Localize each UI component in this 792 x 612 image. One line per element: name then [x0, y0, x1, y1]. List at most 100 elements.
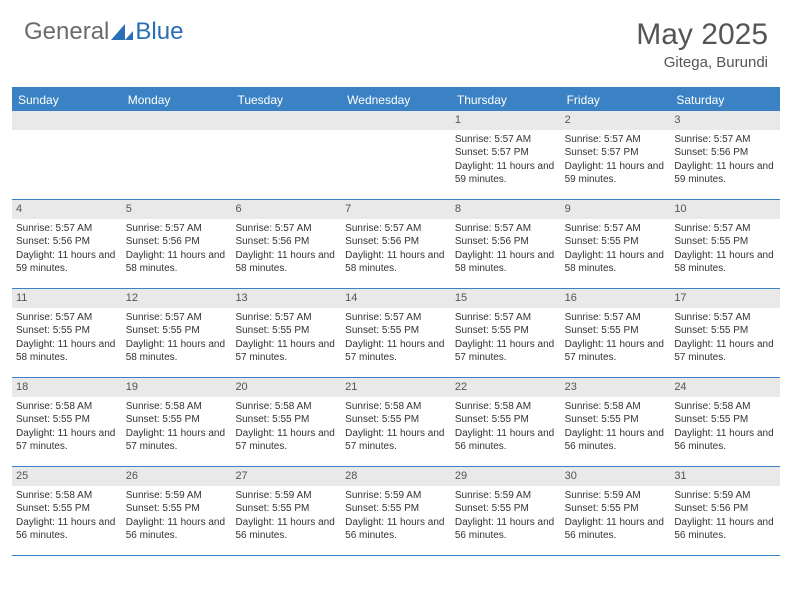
- day-info: Sunrise: 5:58 AMSunset: 5:55 PMDaylight:…: [12, 400, 122, 458]
- day-number: 31: [670, 467, 780, 486]
- day-cell: 27Sunrise: 5:59 AMSunset: 5:55 PMDayligh…: [231, 467, 341, 555]
- daylight-text: Daylight: 11 hours and 56 minutes.: [674, 427, 776, 454]
- sunset-text: Sunset: 5:55 PM: [674, 413, 776, 427]
- day-cell: 2Sunrise: 5:57 AMSunset: 5:57 PMDaylight…: [561, 111, 671, 199]
- daylight-text: Daylight: 11 hours and 57 minutes.: [565, 338, 667, 365]
- day-number: 8: [451, 200, 561, 219]
- day-info: Sunrise: 5:57 AMSunset: 5:55 PMDaylight:…: [561, 222, 671, 280]
- brand-logo: General Blue: [24, 18, 183, 46]
- day-header-row: SundayMondayTuesdayWednesdayThursdayFrid…: [12, 89, 780, 111]
- day-number: 16: [561, 289, 671, 308]
- day-cell: 16 Sunrise: 5:57 AMSunset: 5:55 PMDayligh…: [561, 289, 671, 377]
- sunrise-text: Sunrise: 5:58 AM: [126, 400, 228, 414]
- sunset-text: Sunset: 5:55 PM: [565, 235, 667, 249]
- day-cell: 4Sunrise: 5:57 AMSunset: 5:56 PMDaylight…: [12, 200, 122, 288]
- day-header: Friday: [561, 89, 671, 111]
- week-row: 18Sunrise: 5:58 AMSunset: 5:55 PMDayligh…: [12, 378, 780, 467]
- sunset-text: Sunset: 5:55 PM: [235, 324, 337, 338]
- day-number: 1: [451, 111, 561, 130]
- daylight-text: Daylight: 11 hours and 59 minutes.: [455, 160, 557, 187]
- sunrise-text: Sunrise: 5:57 AM: [455, 311, 557, 325]
- day-number: 22: [451, 378, 561, 397]
- day-info: Sunrise: 5:57 AMSunset: 5:55 PMDaylight:…: [341, 311, 451, 369]
- day-number: 5: [122, 200, 232, 219]
- day-cell: [341, 111, 451, 199]
- day-number: [12, 111, 122, 130]
- day-cell: 18Sunrise: 5:58 AMSunset: 5:55 PMDayligh…: [12, 378, 122, 466]
- sunrise-text: Sunrise: 5:58 AM: [16, 400, 118, 414]
- sunset-text: Sunset: 5:56 PM: [235, 235, 337, 249]
- day-info: Sunrise: 5:58 AMSunset: 5:55 PMDaylight:…: [231, 400, 341, 458]
- daylight-text: Daylight: 11 hours and 58 minutes.: [126, 249, 228, 276]
- day-info: Sunrise: 5:59 AMSunset: 5:56 PMDaylight:…: [670, 489, 780, 547]
- daylight-text: Daylight: 11 hours and 58 minutes.: [16, 338, 118, 365]
- sunset-text: Sunset: 5:55 PM: [16, 324, 118, 338]
- sunrise-text: Sunrise: 5:57 AM: [345, 222, 447, 236]
- day-info: Sunrise: 5:57 AMSunset: 5:55 PMDaylight:…: [451, 311, 561, 369]
- daylight-text: Daylight: 11 hours and 59 minutes.: [16, 249, 118, 276]
- day-cell: 20Sunrise: 5:58 AMSunset: 5:55 PMDayligh…: [231, 378, 341, 466]
- daylight-text: Daylight: 11 hours and 56 minutes.: [126, 516, 228, 543]
- day-number: [341, 111, 451, 130]
- month-title: May 2025: [636, 18, 768, 52]
- sunset-text: Sunset: 5:55 PM: [455, 413, 557, 427]
- day-number: 15: [451, 289, 561, 308]
- sunset-text: Sunset: 5:56 PM: [455, 235, 557, 249]
- title-block: May 2025 Gitega, Burundi: [636, 18, 768, 71]
- day-number: 6: [231, 200, 341, 219]
- sunset-text: Sunset: 5:56 PM: [345, 235, 447, 249]
- daylight-text: Daylight: 11 hours and 58 minutes.: [235, 249, 337, 276]
- sunset-text: Sunset: 5:55 PM: [345, 502, 447, 516]
- sunset-text: Sunset: 5:55 PM: [565, 324, 667, 338]
- daylight-text: Daylight: 11 hours and 56 minutes.: [565, 516, 667, 543]
- day-info: Sunrise: 5:57 AMSunset: 5:55 PMDaylight:…: [561, 311, 671, 369]
- day-cell: 14Sunrise: 5:57 AMSunset: 5:55 PMDayligh…: [341, 289, 451, 377]
- day-number: 21: [341, 378, 451, 397]
- day-cell: 15 Sunrise: 5:57 AMSunset: 5:55 PMDayligh…: [451, 289, 561, 377]
- daylight-text: Daylight: 11 hours and 56 minutes.: [565, 427, 667, 454]
- sunrise-text: Sunrise: 5:57 AM: [565, 311, 667, 325]
- sunrise-text: Sunrise: 5:58 AM: [565, 400, 667, 414]
- sunset-text: Sunset: 5:57 PM: [565, 146, 667, 160]
- day-cell: 24Sunrise: 5:58 AMSunset: 5:55 PMDayligh…: [670, 378, 780, 466]
- week-row: 4Sunrise: 5:57 AMSunset: 5:56 PMDaylight…: [12, 200, 780, 289]
- day-info: Sunrise: 5:58 AMSunset: 5:55 PMDaylight:…: [12, 489, 122, 547]
- sunrise-text: Sunrise: 5:57 AM: [565, 133, 667, 147]
- sunset-text: Sunset: 5:55 PM: [565, 502, 667, 516]
- day-cell: 6Sunrise: 5:57 AMSunset: 5:56 PMDaylight…: [231, 200, 341, 288]
- day-number: 29: [451, 467, 561, 486]
- day-number: [231, 111, 341, 130]
- day-cell: 3Sunrise: 5:57 AMSunset: 5:56 PMDaylight…: [670, 111, 780, 199]
- sunset-text: Sunset: 5:55 PM: [126, 413, 228, 427]
- sunrise-text: Sunrise: 5:57 AM: [455, 133, 557, 147]
- sunrise-text: Sunrise: 5:57 AM: [16, 311, 118, 325]
- sunset-text: Sunset: 5:57 PM: [455, 146, 557, 160]
- sunrise-text: Sunrise: 5:59 AM: [126, 489, 228, 503]
- day-info: Sunrise: 5:57 AMSunset: 5:56 PMDaylight:…: [341, 222, 451, 280]
- day-info: Sunrise: 5:57 AMSunset: 5:55 PMDaylight:…: [670, 222, 780, 280]
- day-header: Tuesday: [231, 89, 341, 111]
- day-cell: 29Sunrise: 5:59 AMSunset: 5:55 PMDayligh…: [451, 467, 561, 555]
- daylight-text: Daylight: 11 hours and 57 minutes.: [16, 427, 118, 454]
- weeks-container: 1Sunrise: 5:57 AMSunset: 5:57 PMDaylight…: [12, 111, 780, 556]
- day-info: Sunrise: 5:57 AMSunset: 5:55 PMDaylight:…: [12, 311, 122, 369]
- day-number: 17: [670, 289, 780, 308]
- day-info: Sunrise: 5:57 AMSunset: 5:55 PMDaylight:…: [231, 311, 341, 369]
- sunset-text: Sunset: 5:55 PM: [126, 502, 228, 516]
- day-info: Sunrise: 5:59 AMSunset: 5:55 PMDaylight:…: [341, 489, 451, 547]
- sunset-text: Sunset: 5:55 PM: [126, 324, 228, 338]
- sunset-text: Sunset: 5:56 PM: [16, 235, 118, 249]
- day-cell: 31 Sunrise: 5:59 AMSunset: 5:56 PMDayligh…: [670, 467, 780, 555]
- week-row: 11Sunrise: 5:57 AMSunset: 5:55 PMDayligh…: [12, 289, 780, 378]
- sunrise-text: Sunrise: 5:57 AM: [674, 133, 776, 147]
- day-cell: 13Sunrise: 5:57 AMSunset: 5:55 PMDayligh…: [231, 289, 341, 377]
- daylight-text: Daylight: 11 hours and 59 minutes.: [565, 160, 667, 187]
- daylight-text: Daylight: 11 hours and 57 minutes.: [235, 427, 337, 454]
- day-number: 3: [670, 111, 780, 130]
- sunrise-text: Sunrise: 5:57 AM: [126, 222, 228, 236]
- day-info: Sunrise: 5:57 AMSunset: 5:57 PMDaylight:…: [451, 133, 561, 191]
- daylight-text: Daylight: 11 hours and 56 minutes.: [345, 516, 447, 543]
- daylight-text: Daylight: 11 hours and 56 minutes.: [235, 516, 337, 543]
- day-info: Sunrise: 5:57 AMSunset: 5:55 PMDaylight:…: [670, 311, 780, 369]
- sunset-text: Sunset: 5:55 PM: [16, 502, 118, 516]
